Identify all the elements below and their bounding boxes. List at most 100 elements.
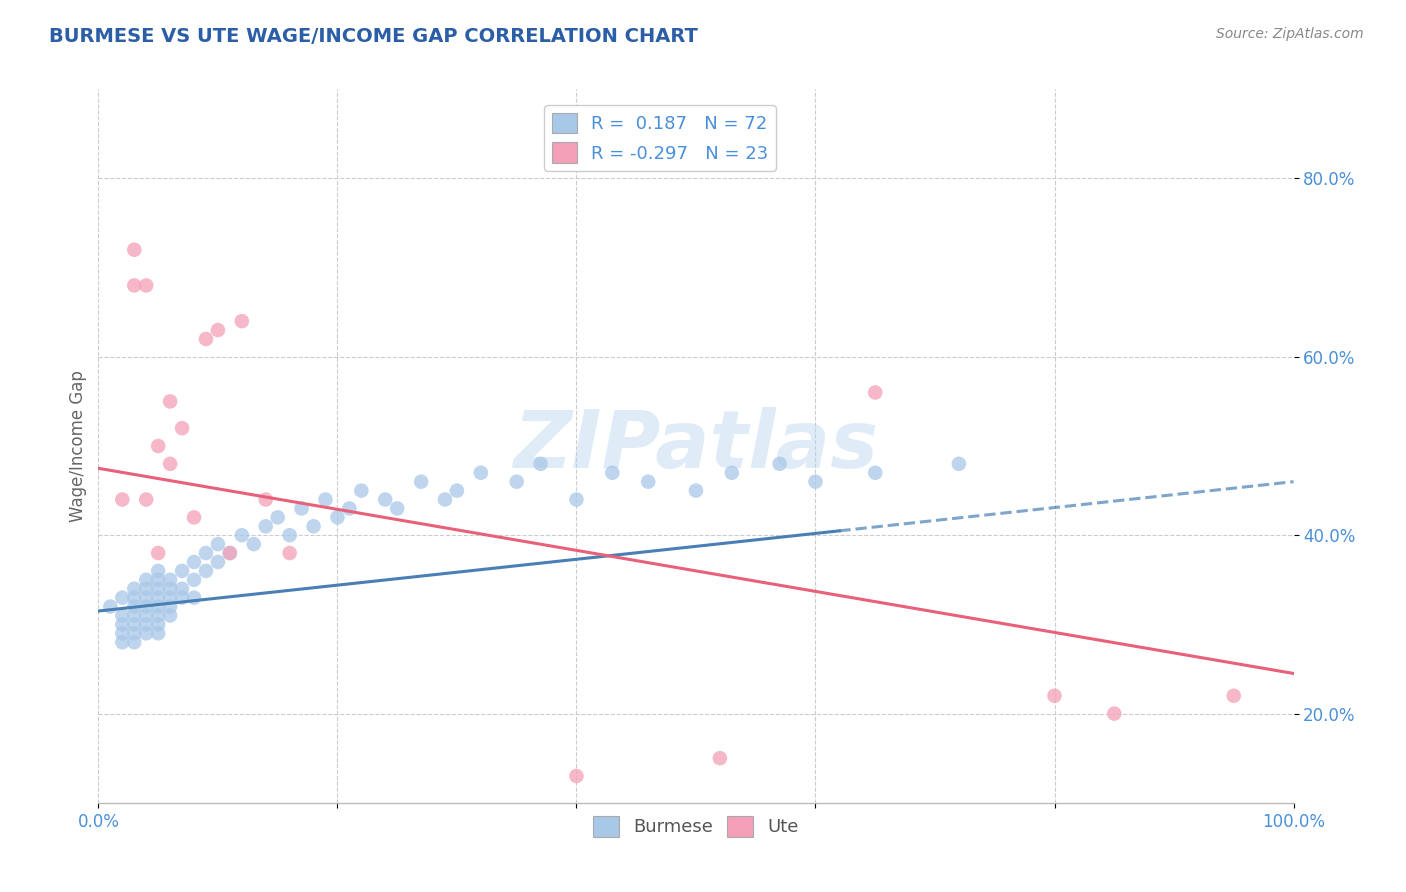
Point xyxy=(254,519,277,533)
Point xyxy=(124,278,146,293)
Point xyxy=(1223,689,1246,703)
Point xyxy=(135,599,157,614)
Point xyxy=(135,582,157,596)
Point xyxy=(231,314,253,328)
Point xyxy=(207,555,229,569)
Point xyxy=(135,617,157,632)
Point xyxy=(565,492,588,507)
Point xyxy=(183,573,205,587)
Point xyxy=(267,510,290,524)
Point xyxy=(159,457,181,471)
Point xyxy=(865,385,887,400)
Legend: Burmese, Ute: Burmese, Ute xyxy=(586,808,806,844)
Point xyxy=(135,591,157,605)
Point xyxy=(159,394,181,409)
Point xyxy=(254,492,277,507)
Point xyxy=(148,626,170,640)
Point xyxy=(135,626,157,640)
Point xyxy=(183,591,205,605)
Point xyxy=(111,626,134,640)
Point xyxy=(385,501,409,516)
Point xyxy=(148,591,170,605)
Point xyxy=(470,466,492,480)
Point xyxy=(111,591,134,605)
Text: Source: ZipAtlas.com: Source: ZipAtlas.com xyxy=(1216,27,1364,41)
Point xyxy=(148,573,170,587)
Point xyxy=(219,546,242,560)
Point xyxy=(148,608,170,623)
Point xyxy=(148,564,170,578)
Point xyxy=(243,537,266,551)
Point xyxy=(411,475,433,489)
Point xyxy=(159,573,181,587)
Point xyxy=(124,608,146,623)
Point xyxy=(98,599,122,614)
Point xyxy=(1104,706,1126,721)
Point xyxy=(124,591,146,605)
Point xyxy=(374,492,396,507)
Point xyxy=(172,421,194,435)
Point xyxy=(434,492,457,507)
Point xyxy=(339,501,361,516)
Point xyxy=(124,617,146,632)
Point xyxy=(195,546,218,560)
Point xyxy=(768,457,790,471)
Point xyxy=(135,608,157,623)
Point xyxy=(135,573,157,587)
Point xyxy=(219,546,242,560)
Point xyxy=(183,510,205,524)
Point xyxy=(602,466,624,480)
Point xyxy=(446,483,468,498)
Point xyxy=(172,564,194,578)
Point xyxy=(207,537,229,551)
Point xyxy=(865,466,887,480)
Point xyxy=(148,599,170,614)
Point xyxy=(111,635,134,649)
Point xyxy=(172,591,194,605)
Point xyxy=(135,492,157,507)
Point xyxy=(637,475,659,489)
Point xyxy=(804,475,827,489)
Point xyxy=(195,332,218,346)
Point xyxy=(278,528,301,542)
Point xyxy=(315,492,337,507)
Point xyxy=(506,475,529,489)
Point xyxy=(291,501,314,516)
Point xyxy=(159,591,181,605)
Point xyxy=(565,769,588,783)
Point xyxy=(111,617,134,632)
Point xyxy=(302,519,325,533)
Point xyxy=(124,243,146,257)
Point xyxy=(278,546,301,560)
Y-axis label: Wage/Income Gap: Wage/Income Gap xyxy=(69,370,87,522)
Point xyxy=(124,635,146,649)
Point xyxy=(1043,689,1066,703)
Point xyxy=(135,278,157,293)
Text: BURMESE VS UTE WAGE/INCOME GAP CORRELATION CHART: BURMESE VS UTE WAGE/INCOME GAP CORRELATI… xyxy=(49,27,699,45)
Point xyxy=(685,483,707,498)
Point xyxy=(326,510,349,524)
Point xyxy=(172,582,194,596)
Point xyxy=(195,564,218,578)
Point xyxy=(111,608,134,623)
Point xyxy=(350,483,373,498)
Point xyxy=(124,626,146,640)
Point xyxy=(159,599,181,614)
Point xyxy=(148,439,170,453)
Point xyxy=(231,528,253,542)
Point xyxy=(124,582,146,596)
Point xyxy=(148,582,170,596)
Point xyxy=(124,599,146,614)
Point xyxy=(148,617,170,632)
Point xyxy=(948,457,970,471)
Text: ZIPatlas: ZIPatlas xyxy=(513,407,879,485)
Point xyxy=(111,492,134,507)
Point xyxy=(148,546,170,560)
Point xyxy=(530,457,553,471)
Point xyxy=(709,751,731,765)
Point xyxy=(159,608,181,623)
Point xyxy=(207,323,229,337)
Point xyxy=(721,466,744,480)
Point xyxy=(183,555,205,569)
Point xyxy=(159,582,181,596)
